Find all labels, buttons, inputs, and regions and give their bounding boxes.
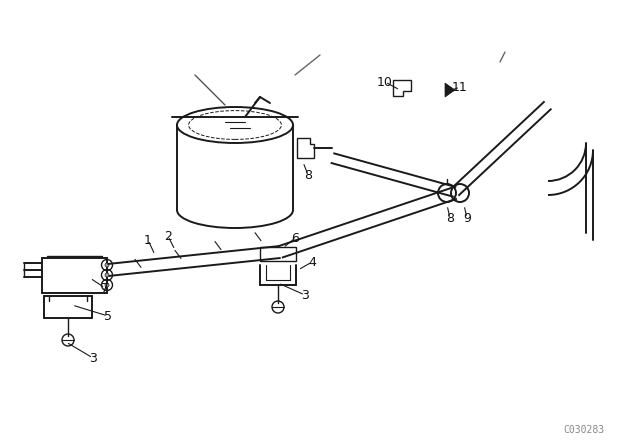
- Text: 11: 11: [452, 81, 468, 94]
- Text: 5: 5: [104, 310, 112, 323]
- Text: 3: 3: [89, 352, 97, 365]
- Bar: [42, 258, 107, 293]
- Text: C030283: C030283: [564, 425, 605, 435]
- Text: 10: 10: [377, 76, 393, 89]
- Text: 7: 7: [101, 281, 109, 294]
- Circle shape: [105, 263, 109, 267]
- Circle shape: [105, 283, 109, 287]
- Text: 8: 8: [446, 211, 454, 224]
- Text: 1: 1: [144, 233, 152, 246]
- Text: 8: 8: [304, 168, 312, 181]
- Text: 6: 6: [291, 232, 299, 245]
- Text: 2: 2: [164, 229, 172, 242]
- Circle shape: [105, 273, 109, 277]
- Text: 4: 4: [308, 255, 316, 268]
- Text: 3: 3: [301, 289, 309, 302]
- Bar: [260, 247, 296, 261]
- Polygon shape: [445, 83, 455, 97]
- Text: 9: 9: [463, 211, 471, 224]
